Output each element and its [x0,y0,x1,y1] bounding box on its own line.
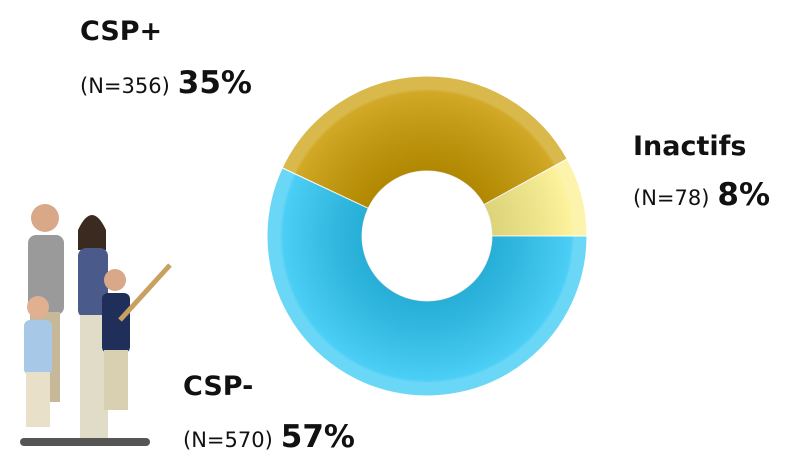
value-label-line: (N=356) 35% [80,65,252,101]
slice-shading [483,158,587,236]
value-label: 35% [178,65,252,101]
value-label: 8% [717,177,770,213]
category-label: CSP- [183,371,253,402]
value-label-line: (N=78) 8% [633,177,770,213]
category-label: CSP+ [80,16,162,47]
n-label: (N=356) [80,74,170,98]
slice-shading [282,76,568,209]
category-label: Inactifs [633,131,746,162]
slice-shading [266,167,587,396]
n-label: (N=78) [633,186,709,210]
n-label: (N=570) [183,428,273,452]
value-label-line: (N=570) 57% [183,419,355,455]
family-illustration [20,204,172,446]
value-label: 57% [281,419,355,455]
